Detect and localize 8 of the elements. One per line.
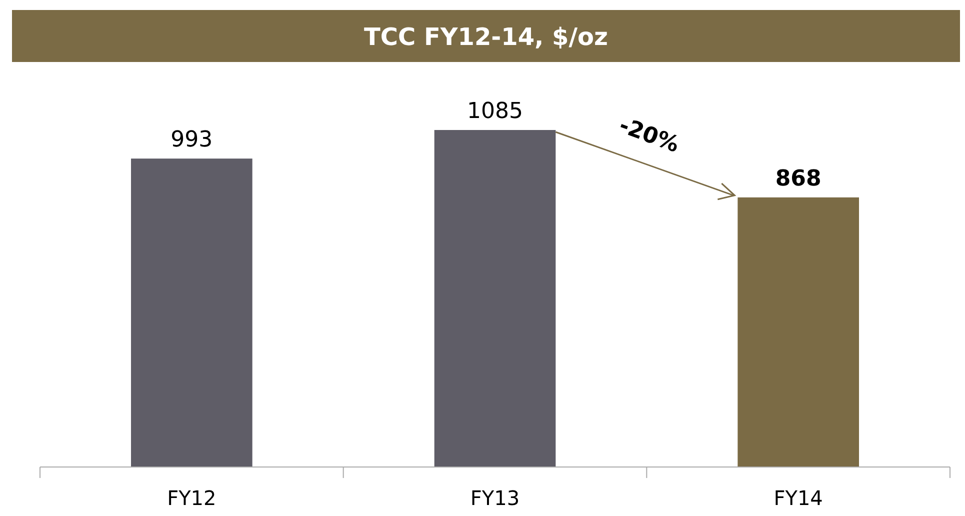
annotation: -20% <box>616 113 682 158</box>
data-label: 993 <box>170 128 213 153</box>
data-label: 868 <box>775 166 822 192</box>
data-label: 1085 <box>467 99 523 124</box>
chart-title: TCC FY12-14, $/oz <box>364 23 608 51</box>
x-tick-label: FY13 <box>470 486 520 510</box>
x-tick-label: FY14 <box>774 486 823 510</box>
x-tick-label: FY12 <box>167 486 216 510</box>
